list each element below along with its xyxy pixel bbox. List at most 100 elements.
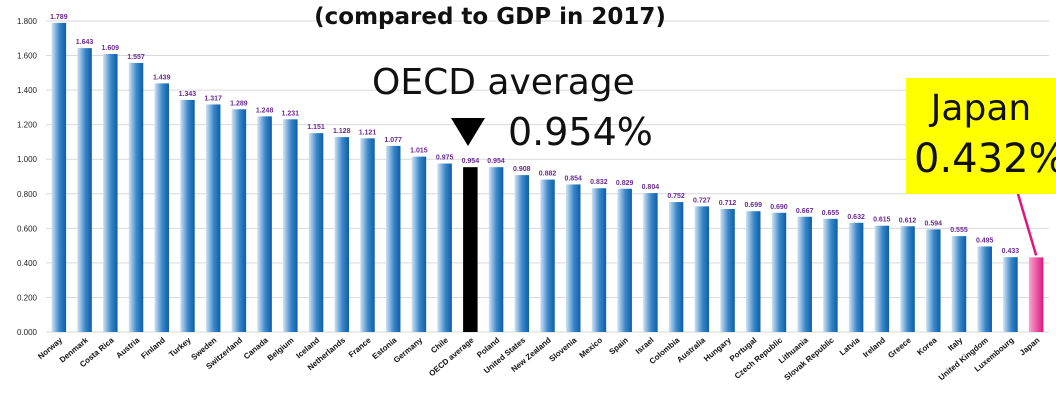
y-tick-label: 1.800 — [17, 17, 38, 26]
bar — [823, 218, 838, 332]
bar — [103, 54, 118, 333]
value-label: 0.667 — [796, 208, 814, 215]
value-labels: 1.789 1.643 1.609 1.557 1.439 1.343 1.317 1.289… — [50, 14, 1019, 255]
bar — [334, 137, 350, 332]
bar — [797, 216, 812, 332]
value-label: 1.231 — [282, 110, 300, 117]
value-label: 0.495 — [976, 237, 994, 244]
value-label: 0.712 — [719, 200, 737, 207]
bar — [617, 188, 632, 332]
value-label: 0.975 — [436, 155, 454, 162]
japan-callout-value: 0.432% — [914, 136, 1056, 182]
y-tick-label: 0.800 — [17, 190, 38, 199]
x-tick-label: Finland — [139, 336, 167, 361]
value-label: 0.612 — [899, 217, 917, 224]
x-tick-label: Chile — [429, 335, 450, 355]
bar — [128, 62, 144, 333]
bar — [205, 104, 221, 333]
japan-callout: Japan 0.432% — [906, 78, 1056, 194]
bar — [180, 99, 195, 332]
value-label: 1.121 — [359, 129, 377, 136]
value-label: 0.594 — [925, 220, 943, 227]
y-tick-label: 0.200 — [17, 293, 38, 302]
y-tick-label: 0.400 — [17, 259, 38, 268]
bar — [437, 163, 452, 332]
chart-title: (compared to GDP in 2017) — [314, 4, 666, 30]
bar — [540, 179, 555, 332]
value-label: 1.343 — [179, 91, 197, 98]
value-label: 1.128 — [333, 128, 351, 135]
bar — [51, 22, 67, 333]
x-tick-label: Latvia — [838, 335, 862, 357]
oecd-average-value: 0.954% — [508, 110, 653, 154]
x-tick-label: Hungary — [702, 335, 733, 363]
value-label: 0.854 — [564, 175, 582, 182]
value-label: 0.954 — [462, 158, 480, 165]
value-label: 1.077 — [384, 137, 402, 144]
x-tick-label: Ireland — [861, 336, 887, 360]
bar — [411, 156, 427, 332]
bar — [283, 119, 298, 333]
value-label: 1.151 — [307, 124, 325, 131]
y-tick-label: 1.400 — [17, 86, 38, 95]
bar — [643, 193, 658, 332]
y-tick-label: 0.000 — [17, 328, 38, 337]
value-label: 0.690 — [770, 204, 788, 211]
bar — [463, 167, 478, 332]
value-label: 0.882 — [539, 171, 557, 178]
bar — [514, 175, 530, 332]
value-label: 1.317 — [204, 95, 222, 102]
japan-callout-name: Japan — [930, 88, 1032, 129]
x-tick-label: Spain — [607, 336, 630, 357]
bar — [565, 184, 581, 332]
value-label: 1.557 — [127, 54, 145, 61]
bar — [1003, 257, 1018, 332]
bar — [668, 202, 684, 332]
callout-connector — [1016, 193, 1038, 256]
value-label: 0.954 — [487, 158, 505, 165]
down-triangle-icon — [451, 118, 485, 146]
bar — [951, 236, 967, 332]
x-tick-label: Australia — [675, 335, 707, 364]
bar — [977, 246, 992, 332]
bars — [51, 22, 1044, 333]
y-tick-label: 1.200 — [17, 121, 38, 130]
value-label: 1.789 — [50, 14, 68, 21]
y-axis: 0.000 0.200 0.400 0.600 0.800 1.000 1.200 1.400… — [17, 17, 38, 337]
value-label: 0.752 — [667, 193, 685, 200]
value-label: 0.433 — [1002, 248, 1020, 255]
bar — [154, 83, 169, 333]
value-label: 0.699 — [744, 202, 762, 209]
japan-callout-line — [1016, 193, 1038, 256]
x-tick-label: France — [347, 335, 373, 359]
bar — [308, 133, 324, 332]
value-label: 0.727 — [693, 197, 711, 204]
bar — [360, 138, 375, 332]
x-tick-label: OECD average — [427, 335, 476, 378]
x-tick-label: Greece — [886, 335, 913, 360]
bar — [488, 167, 504, 332]
y-tick-label: 1.600 — [17, 52, 38, 61]
value-label: 1.609 — [102, 45, 120, 52]
bar — [1028, 257, 1044, 332]
bar — [77, 48, 92, 333]
value-label: 0.615 — [873, 217, 891, 224]
bar — [874, 225, 890, 332]
y-tick-label: 1.000 — [17, 155, 38, 164]
value-label: 0.832 — [590, 179, 608, 186]
bar — [900, 226, 915, 332]
x-tick-label: Korea — [915, 335, 939, 357]
x-tick-label: Germany — [392, 335, 425, 365]
bar — [745, 211, 761, 332]
value-label: 0.829 — [616, 180, 634, 187]
value-label: 0.908 — [513, 166, 531, 173]
value-label: 0.555 — [950, 227, 968, 234]
bar — [591, 188, 607, 332]
x-tick-label: Italy — [946, 335, 964, 353]
bar — [848, 222, 864, 332]
bar — [231, 109, 247, 332]
value-label: 1.289 — [230, 100, 248, 107]
value-label: 0.632 — [847, 214, 865, 221]
